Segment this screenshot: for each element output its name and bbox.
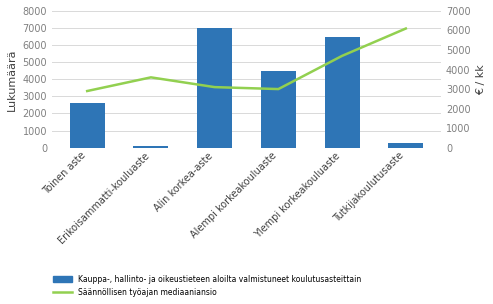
Bar: [70, 103, 105, 148]
Bar: [261, 71, 296, 148]
Y-axis label: Lukumäärä: Lukumäärä: [7, 48, 17, 111]
Bar: [134, 146, 169, 148]
Bar: [324, 36, 359, 148]
Y-axis label: € / kk: € / kk: [476, 64, 486, 95]
Bar: [197, 28, 232, 148]
Bar: [388, 143, 423, 148]
Legend: Kauppa-, hallinto- ja oikeustieteen aloilta valmistuneet koulutusasteittain, Sää: Kauppa-, hallinto- ja oikeustieteen aloi…: [53, 275, 361, 297]
